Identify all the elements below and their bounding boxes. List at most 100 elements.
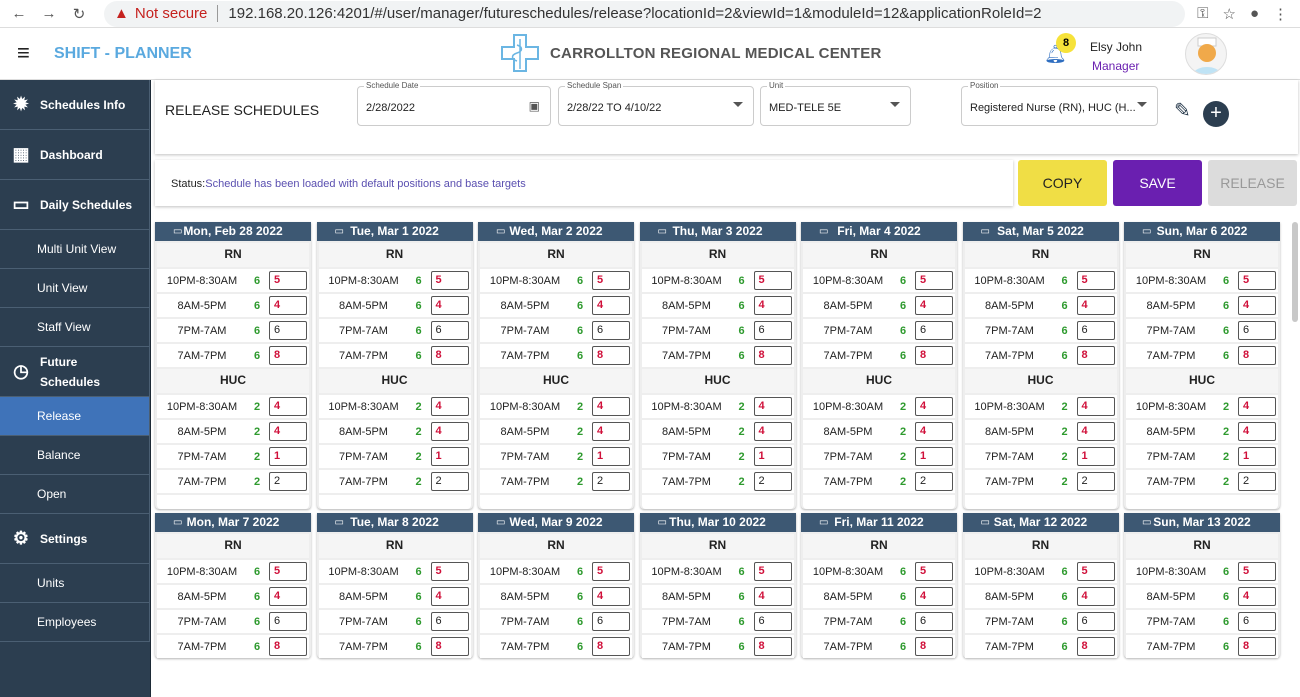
staff-count-input[interactable]: 5 <box>269 271 307 290</box>
staff-count-input[interactable]: 6 <box>915 321 953 340</box>
staff-count-input[interactable]: 5 <box>592 562 630 581</box>
staff-count-input[interactable]: 4 <box>753 587 792 606</box>
key-icon[interactable]: ⚿ <box>1197 4 1209 22</box>
sidebar-item-dashboard[interactable]: ▦ Dashboard <box>0 130 150 180</box>
staff-count-input[interactable]: 5 <box>1076 562 1115 581</box>
staff-count-input[interactable]: 4 <box>915 422 953 441</box>
address-bar[interactable]: ▲ Not secure 192.168.20.126:4201/#/user/… <box>104 0 1186 27</box>
back-icon[interactable]: ← <box>11 5 27 22</box>
staff-count-input[interactable]: 1 <box>753 447 792 466</box>
staff-count-input[interactable]: 8 <box>1238 637 1276 656</box>
staff-count-input[interactable]: 6 <box>915 612 953 631</box>
staff-count-input[interactable]: 4 <box>592 296 630 315</box>
calendar-icon[interactable]: ▭ <box>657 517 667 528</box>
staff-count-input[interactable]: 4 <box>430 422 469 441</box>
calendar-icon[interactable]: ▭ <box>173 517 183 528</box>
staff-count-input[interactable]: 8 <box>592 637 630 656</box>
staff-count-input[interactable]: 2 <box>430 472 469 491</box>
staff-count-input[interactable]: 8 <box>1076 346 1115 365</box>
pencil-icon[interactable]: ✎ <box>1174 100 1191 122</box>
calendar-icon[interactable]: ▭ <box>1142 517 1152 528</box>
sidebar-item-units[interactable]: Units <box>0 564 150 603</box>
add-button[interactable]: + <box>1203 101 1229 127</box>
staff-count-input[interactable]: 5 <box>1238 562 1276 581</box>
staff-count-input[interactable]: 6 <box>430 321 469 340</box>
hamburger-menu-icon[interactable]: ≡ <box>17 40 30 65</box>
staff-count-input[interactable]: 8 <box>915 346 953 365</box>
staff-count-input[interactable]: 5 <box>1076 271 1115 290</box>
staff-count-input[interactable]: 4 <box>1238 397 1276 416</box>
staff-count-input[interactable]: 5 <box>915 271 953 290</box>
staff-count-input[interactable]: 4 <box>269 296 307 315</box>
star-icon[interactable]: ☆ <box>1222 5 1236 23</box>
scrollbar[interactable] <box>1292 222 1298 322</box>
staff-count-input[interactable]: 6 <box>1238 612 1276 631</box>
sidebar-item-balance[interactable]: Balance <box>0 436 150 475</box>
staff-count-input[interactable]: 4 <box>592 422 630 441</box>
position-select[interactable]: Position Registered Nurse (RN), HUC (H... <box>961 81 1158 126</box>
release-button[interactable]: RELEASE <box>1208 160 1297 206</box>
staff-count-input[interactable]: 4 <box>915 587 953 606</box>
staff-count-input[interactable]: 8 <box>269 346 307 365</box>
menu-dots-icon[interactable]: ⋮ <box>1273 5 1288 23</box>
staff-count-input[interactable]: 5 <box>592 271 630 290</box>
reload-icon[interactable]: ↻ <box>72 5 86 23</box>
staff-count-input[interactable]: 8 <box>753 346 792 365</box>
profile-icon[interactable]: ● <box>1249 4 1259 22</box>
staff-count-input[interactable]: 4 <box>269 397 307 416</box>
staff-count-input[interactable]: 2 <box>1238 472 1276 491</box>
sidebar-item-release[interactable]: Release <box>0 397 150 436</box>
staff-count-input[interactable]: 4 <box>1076 397 1115 416</box>
sidebar-item-settings[interactable]: ⚙ Settings <box>0 514 150 564</box>
staff-count-input[interactable]: 2 <box>269 472 307 491</box>
staff-count-input[interactable]: 6 <box>1238 321 1276 340</box>
staff-count-input[interactable]: 6 <box>753 321 792 340</box>
staff-count-input[interactable]: 6 <box>430 612 469 631</box>
staff-count-input[interactable]: 8 <box>592 346 630 365</box>
staff-count-input[interactable]: 4 <box>1238 587 1276 606</box>
staff-count-input[interactable]: 4 <box>753 397 792 416</box>
calendar-icon[interactable]: ▭ <box>980 517 990 528</box>
staff-count-input[interactable]: 2 <box>915 472 953 491</box>
staff-count-input[interactable]: 4 <box>1238 296 1276 315</box>
staff-count-input[interactable]: 4 <box>1076 422 1115 441</box>
calendar-icon[interactable]: ▭ <box>334 517 344 528</box>
staff-count-input[interactable]: 5 <box>269 562 307 581</box>
staff-count-input[interactable]: 8 <box>430 346 469 365</box>
calendar-icon[interactable]: ▭ <box>173 226 183 237</box>
sidebar-item-staff-view[interactable]: Staff View <box>0 308 150 347</box>
staff-count-input[interactable]: 8 <box>1076 637 1115 656</box>
staff-count-input[interactable]: 4 <box>592 587 630 606</box>
calendar-icon[interactable]: ▭ <box>496 517 506 528</box>
staff-count-input[interactable]: 4 <box>592 397 630 416</box>
sidebar-item-multi-unit-view[interactable]: Multi Unit View <box>0 230 150 269</box>
url-text[interactable]: 192.168.20.126:4201/#/user/manager/futur… <box>228 5 1042 22</box>
staff-count-input[interactable]: 6 <box>269 321 307 340</box>
staff-count-input[interactable]: 1 <box>269 447 307 466</box>
staff-count-input[interactable]: 8 <box>753 637 792 656</box>
staff-count-input[interactable]: 5 <box>753 271 792 290</box>
staff-count-input[interactable]: 8 <box>1238 346 1276 365</box>
brand-title[interactable]: SHIFT - PLANNER <box>54 45 192 62</box>
staff-count-input[interactable]: 2 <box>592 472 630 491</box>
staff-count-input[interactable]: 8 <box>430 637 469 656</box>
sidebar-item-daily-schedules[interactable]: ▭ Daily Schedules <box>0 180 150 230</box>
calendar-icon[interactable]: ▭ <box>819 226 829 237</box>
staff-count-input[interactable]: 6 <box>1076 321 1115 340</box>
staff-count-input[interactable]: 6 <box>753 612 792 631</box>
staff-count-input[interactable]: 4 <box>1238 422 1276 441</box>
staff-count-input[interactable]: 1 <box>1076 447 1115 466</box>
staff-count-input[interactable]: 6 <box>269 612 307 631</box>
staff-count-input[interactable]: 5 <box>430 271 469 290</box>
sidebar-item-schedules-info[interactable]: ✹ Schedules Info <box>0 80 150 130</box>
staff-count-input[interactable]: 8 <box>915 637 953 656</box>
staff-count-input[interactable]: 4 <box>430 296 469 315</box>
staff-count-input[interactable]: 4 <box>753 296 792 315</box>
sidebar-item-employees[interactable]: Employees <box>0 603 150 642</box>
staff-count-input[interactable]: 4 <box>269 587 307 606</box>
staff-count-input[interactable]: 6 <box>592 321 630 340</box>
forward-icon[interactable]: → <box>41 5 57 22</box>
staff-count-input[interactable]: 1 <box>915 447 953 466</box>
schedule-date-field[interactable]: Schedule Date 2/28/2022 ▣ <box>357 81 551 126</box>
avatar[interactable] <box>1185 33 1227 75</box>
